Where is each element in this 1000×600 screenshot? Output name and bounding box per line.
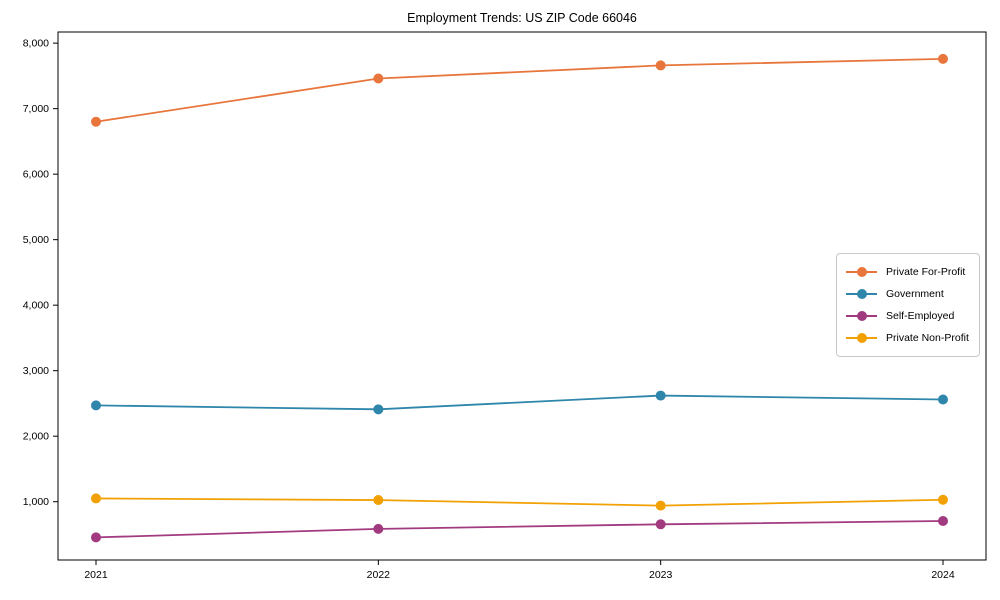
legend-marker-icon [846,289,877,300]
data-point-private-non-profit-2024 [938,494,948,505]
legend-item-private-non-profit: Private Non-Profit [846,327,969,349]
legend-marker-icon [846,267,877,278]
legend-label: Private For-Profit [886,266,966,278]
x-axis-tick-label: 2024 [931,569,955,581]
data-point-government-2022 [373,404,384,415]
data-point-government-2021 [91,400,101,411]
x-axis-tick-label: 2021 [84,569,108,581]
y-axis-tick-label: 1,000 [23,496,49,508]
data-point-private-for-profit-2021 [91,116,101,127]
series-line-self-employed [95,520,944,539]
data-point-private-non-profit-2022 [373,495,384,506]
data-point-private-for-profit-2023 [655,60,666,71]
data-point-private-for-profit-2024 [938,53,948,64]
data-point-private-non-profit-2021 [91,493,101,504]
legend-marker-icon [846,333,877,344]
y-axis-tick-label: 2,000 [23,431,49,443]
x-axis-tick-label: 2023 [649,569,673,581]
series-line-private-for-profit [95,57,944,123]
data-point-self-employed-2021 [91,532,101,543]
data-point-self-employed-2023 [655,519,666,530]
y-axis-tick-label: 8,000 [23,38,49,50]
legend-item-government: Government [846,283,969,305]
y-axis-tick-label: 3,000 [23,365,49,377]
legend-label: Private Non-Profit [886,332,969,344]
legend-item-self-employed: Self-Employed [846,305,969,327]
legend-label: Self-Employed [886,310,955,322]
data-point-self-employed-2024 [938,516,948,527]
data-point-self-employed-2022 [373,523,384,534]
x-axis-tick-label: 2022 [367,569,391,581]
plot-border [57,31,987,561]
data-point-private-non-profit-2023 [655,500,666,511]
data-point-private-for-profit-2022 [373,73,384,84]
y-axis-tick-label: 6,000 [23,169,49,181]
legend-item-private-for-profit: Private For-Profit [846,261,969,283]
data-point-government-2024 [938,394,948,405]
y-axis-tick-label: 7,000 [23,103,49,115]
legend-label: Government [886,288,944,300]
y-axis-tick-label: 5,000 [23,234,49,246]
series-line-government [95,394,944,411]
legend-marker-icon [846,311,877,322]
y-axis-tick-label: 4,000 [23,300,49,312]
chart-legend: Private For-Profit Government Self-Employe… [836,253,980,357]
series-line-private-non-profit [95,497,944,507]
data-point-government-2023 [655,390,666,401]
chart-title: Employment Trends: US ZIP Code 66046 [407,11,637,25]
